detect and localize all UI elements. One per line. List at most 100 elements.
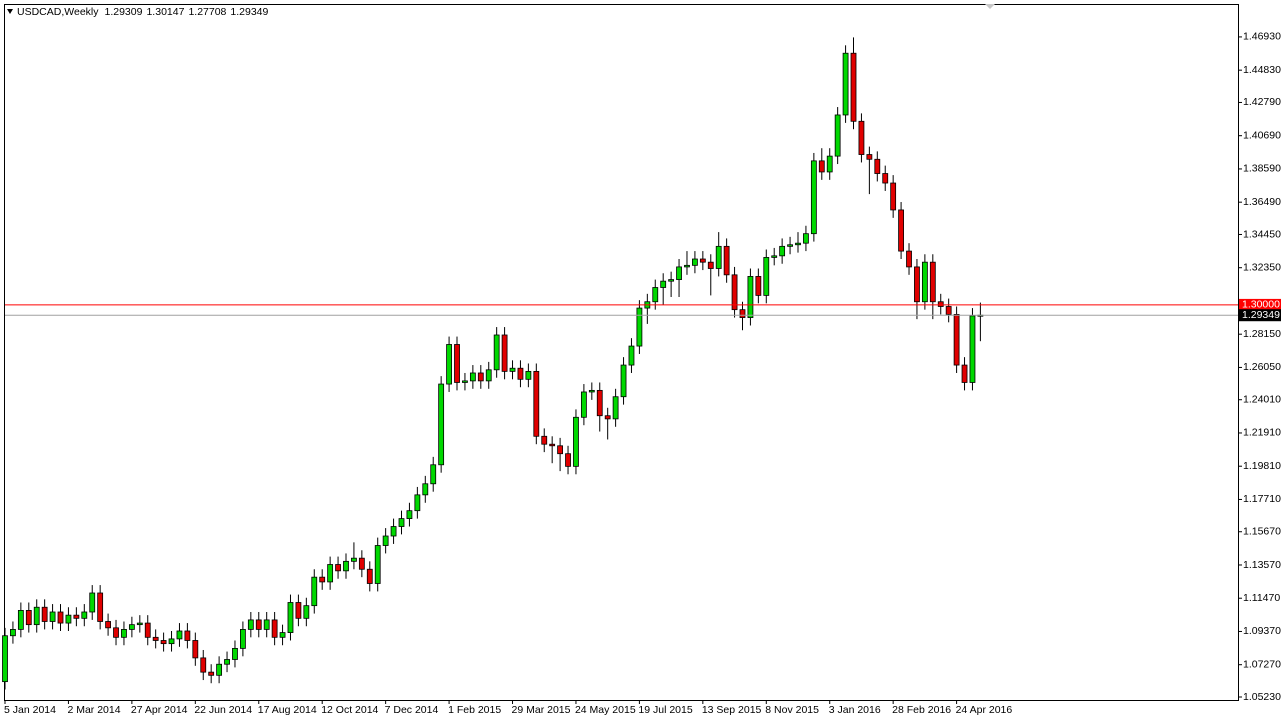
- candle-body: [921, 261, 928, 303]
- menu-arrow[interactable]: [7, 9, 13, 14]
- candle-body: [160, 640, 167, 645]
- candle-body: [390, 526, 397, 537]
- candle-body: [374, 545, 381, 584]
- y-tick-label: 1.38590: [1243, 163, 1281, 175]
- candle-body: [144, 622, 151, 638]
- y-tick-label: 1.40690: [1243, 129, 1281, 141]
- candle-body: [113, 627, 119, 638]
- candle-body: [620, 364, 627, 398]
- candle-body: [842, 52, 849, 116]
- candle-body: [446, 344, 452, 385]
- x-tick-label: 5 Jan 2014: [4, 704, 56, 716]
- candle-body: [287, 602, 294, 633]
- candle-body: [398, 518, 405, 527]
- candle-body: [739, 309, 746, 318]
- candle-body: [303, 605, 310, 619]
- candle-body: [25, 610, 32, 626]
- candle-body: [890, 182, 897, 211]
- candle-body: [327, 564, 334, 583]
- candle-body: [779, 245, 786, 257]
- shift-marker: [985, 4, 995, 9]
- candle-body: [707, 261, 714, 269]
- x-tick-label: 22 Jun 2014: [194, 704, 252, 716]
- candle-body: [152, 636, 159, 641]
- x-tick-label: 8 Nov 2015: [765, 704, 819, 716]
- candle-body: [517, 367, 524, 380]
- candle-body: [247, 619, 254, 630]
- candle-body: [858, 120, 865, 155]
- x-tick-label: 24 May 2015: [575, 704, 636, 716]
- y-tick-label: 1.32350: [1243, 261, 1281, 273]
- x-tick-label: 1 Feb 2015: [448, 704, 501, 716]
- candle-body: [208, 671, 215, 676]
- candle-body: [763, 257, 770, 296]
- candle-body: [755, 276, 762, 296]
- candle-body: [596, 389, 603, 417]
- candle-body: [549, 443, 556, 447]
- y-tick-label: 1.11470: [1243, 592, 1280, 604]
- candle-body: [184, 630, 191, 641]
- level-label: 1.30000: [1242, 299, 1280, 311]
- y-tick-label: 1.21910: [1243, 427, 1281, 439]
- candle-body: [628, 345, 635, 366]
- candle-body: [438, 383, 445, 466]
- candle-body: [49, 611, 56, 622]
- candle-body: [834, 114, 841, 157]
- y-tick-label: 1.28150: [1243, 328, 1281, 340]
- x-tick-label: 7 Dec 2014: [385, 704, 439, 716]
- candle-body: [541, 435, 548, 445]
- x-tick-label: 28 Feb 2016: [892, 704, 951, 716]
- bid-label-box: [1239, 309, 1281, 322]
- candle-body: [255, 619, 262, 630]
- x-tick-label: 27 Apr 2014: [131, 704, 188, 716]
- candle-body: [652, 287, 659, 303]
- candle-body: [33, 606, 40, 626]
- candle-body: [295, 602, 302, 619]
- candle-body: [906, 250, 912, 268]
- candle-body: [699, 258, 706, 263]
- y-tick-label: 1.26050: [1243, 361, 1281, 373]
- candle-body: [509, 367, 516, 372]
- candle-body: [850, 52, 857, 122]
- candle-body: [715, 245, 722, 269]
- header-high: 1.30147: [146, 6, 184, 18]
- candle-body: [17, 610, 24, 630]
- candle-body: [232, 647, 238, 660]
- candle-body: [311, 576, 318, 607]
- candle-body: [335, 564, 341, 572]
- candle-body: [874, 158, 881, 174]
- candle-body: [525, 370, 532, 380]
- y-tick-label: 1.34450: [1243, 228, 1281, 240]
- candle-body: [692, 258, 698, 266]
- chart-header: USDCAD,Weekly 1.29309 1.30147 1.27708 1.2934…: [17, 6, 269, 18]
- x-tick-label: 3 Jan 2016: [829, 704, 881, 716]
- level-label-box: [1239, 298, 1281, 311]
- candle-body: [73, 614, 80, 619]
- x-tick-label: 24 Apr 2016: [956, 704, 1013, 716]
- symbol-title: USDCAD,Weekly: [17, 6, 99, 18]
- x-tick-label: 29 Mar 2015: [512, 704, 571, 716]
- candle-body: [105, 621, 111, 629]
- y-tick-label: 1.13570: [1243, 559, 1281, 571]
- candle-body: [200, 657, 207, 673]
- candle-body: [557, 445, 563, 455]
- header-low: 1.27708: [188, 6, 226, 18]
- candle-body: [454, 344, 460, 383]
- candle-body: [684, 264, 690, 268]
- candle-body: [612, 396, 619, 420]
- candle-body: [406, 510, 413, 519]
- candle-body: [953, 314, 960, 366]
- candle-body: [929, 261, 936, 303]
- candle-body: [430, 464, 437, 485]
- candle-body: [128, 624, 135, 630]
- candle-body: [477, 372, 484, 382]
- candle-body: [945, 306, 952, 315]
- bid-label: 1.29349: [1242, 309, 1280, 321]
- y-tick-label: 1.46930: [1243, 31, 1281, 43]
- candle-body: [263, 619, 270, 630]
- candle-body: [382, 535, 389, 546]
- candle-body: [810, 160, 817, 235]
- candle-body: [485, 369, 492, 382]
- candle-body: [803, 233, 809, 244]
